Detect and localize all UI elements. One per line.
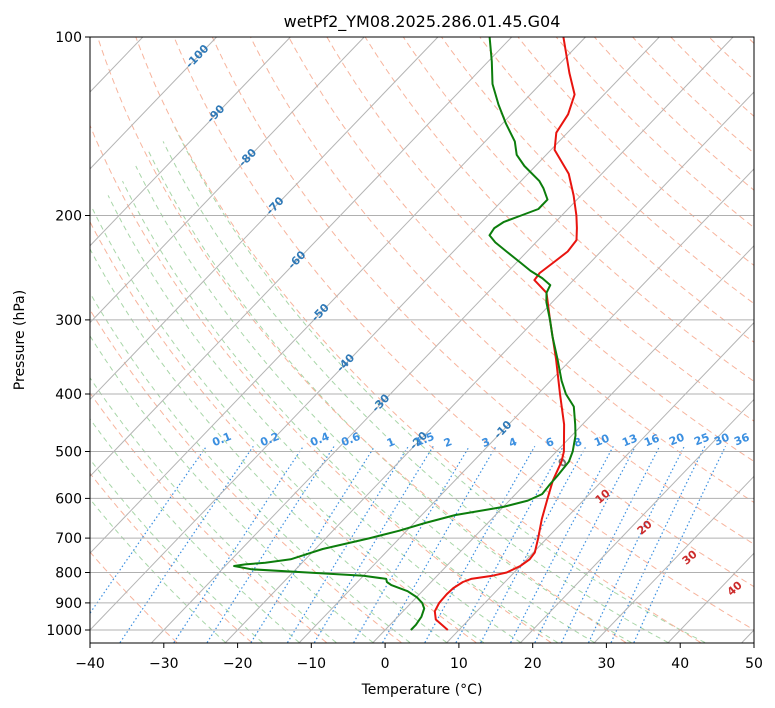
dewpoint-profile [233, 37, 577, 631]
mixing-ratio-line [534, 446, 636, 643]
y-axis-label: Pressure (hPa) [12, 290, 28, 390]
moist-adiabat [90, 247, 448, 643]
dry-adiabat [211, 37, 754, 588]
mixing-ratio-label: 10 [592, 432, 611, 450]
mixing-ratio-label: 16 [642, 432, 661, 450]
mixing-ratio-line [455, 446, 564, 643]
x-tick-label: 10 [450, 656, 468, 672]
mixing-ratio-line [250, 445, 376, 643]
x-tick-label: 20 [524, 656, 542, 672]
dry-adiabat [479, 37, 754, 305]
x-tick-label: −20 [223, 656, 253, 672]
isotherm [90, 37, 439, 401]
moist-adiabat [90, 335, 374, 643]
temperature-profile [433, 37, 578, 631]
chart-title: wetPf2_YM08.2025.286.01.45.G04 [284, 12, 561, 32]
y-tick-label: 1000 [46, 623, 82, 639]
mixing-ratio-label: 30 [712, 431, 731, 449]
dry-adiabat [90, 124, 552, 643]
mixing-ratio-label: 36 [732, 431, 751, 449]
x-tick-label: −10 [297, 656, 327, 672]
mixing-ratio-label: 2 [442, 435, 454, 450]
isotherm [90, 37, 586, 554]
mixing-ratio-label: 20 [667, 431, 686, 449]
x-tick-label: −30 [149, 656, 179, 672]
mixing-ratio-line [560, 446, 661, 643]
isotherm [90, 37, 217, 170]
mixing-ratio-label: 1 [385, 435, 397, 450]
dry-adiabat [90, 472, 253, 643]
isotherm [90, 37, 660, 631]
mixing-ratio-line [173, 445, 304, 643]
mixing-ratio-line [119, 445, 254, 643]
dry-adiabat [402, 37, 754, 382]
isotherm [594, 475, 754, 643]
y-tick-label: 800 [55, 566, 82, 582]
isotherm [520, 398, 754, 643]
dry-adiabat [173, 37, 754, 631]
moist-adiabat [122, 180, 558, 643]
dry-adiabat [364, 37, 754, 422]
mixing-ratio-label: 8 [572, 435, 584, 450]
moist-adiabat [135, 165, 595, 643]
y-tick-label: 700 [55, 531, 82, 547]
mixing-ratio-label: 25 [692, 431, 711, 449]
mixing-ratio-label: 13 [620, 432, 639, 450]
plot-frame [89, 36, 755, 644]
moist-adiabat [90, 292, 411, 643]
mixing-ratio-line [90, 445, 207, 615]
isotherm [151, 37, 734, 643]
y-tick-label: 200 [55, 209, 82, 225]
dry-adiabat [326, 37, 754, 463]
moist-adiabat [92, 208, 484, 643]
y-tick-label: 600 [55, 491, 82, 507]
x-tick-label: 0 [381, 656, 390, 672]
x-tick-label: 30 [597, 656, 615, 672]
isotherm [446, 321, 754, 643]
y-tick-label: 300 [55, 313, 82, 329]
mixing-ratio-line [206, 445, 335, 643]
moist-adiabat [90, 498, 226, 643]
x-tick-label: −40 [75, 656, 105, 672]
mixing-ratio-label: 3 [480, 435, 492, 450]
dry-adiabat [90, 392, 327, 643]
y-tick-label: 900 [55, 596, 82, 612]
dry-adiabat [288, 37, 754, 504]
mixing-ratio-line [424, 446, 536, 643]
x-tick-label: 40 [671, 656, 689, 672]
dry-adiabat [441, 37, 754, 343]
mixing-ratio-line [353, 445, 470, 643]
mixing-ratio-line [588, 446, 685, 643]
isotherm [225, 91, 754, 643]
x-axis-label: Temperature (°C) [361, 682, 483, 698]
isotherm [90, 37, 365, 324]
y-tick-label: 100 [55, 30, 82, 46]
isotherm [90, 37, 291, 247]
mixing-ratio-line [286, 445, 409, 643]
x-tick-label: 50 [745, 656, 763, 672]
isotherm [372, 245, 754, 643]
y-tick-label: 500 [55, 445, 82, 461]
moist-adiabat [107, 195, 521, 643]
isotherm [298, 168, 754, 643]
isotherm [90, 37, 513, 478]
y-tick-label: 400 [55, 387, 82, 403]
dry-adiabat [135, 37, 701, 643]
mixing-ratio-line [313, 445, 434, 643]
dry-adiabat [97, 37, 627, 643]
moist-adiabat [90, 458, 263, 643]
moist-adiabat [90, 418, 300, 643]
mixing-ratio-line [610, 446, 706, 643]
